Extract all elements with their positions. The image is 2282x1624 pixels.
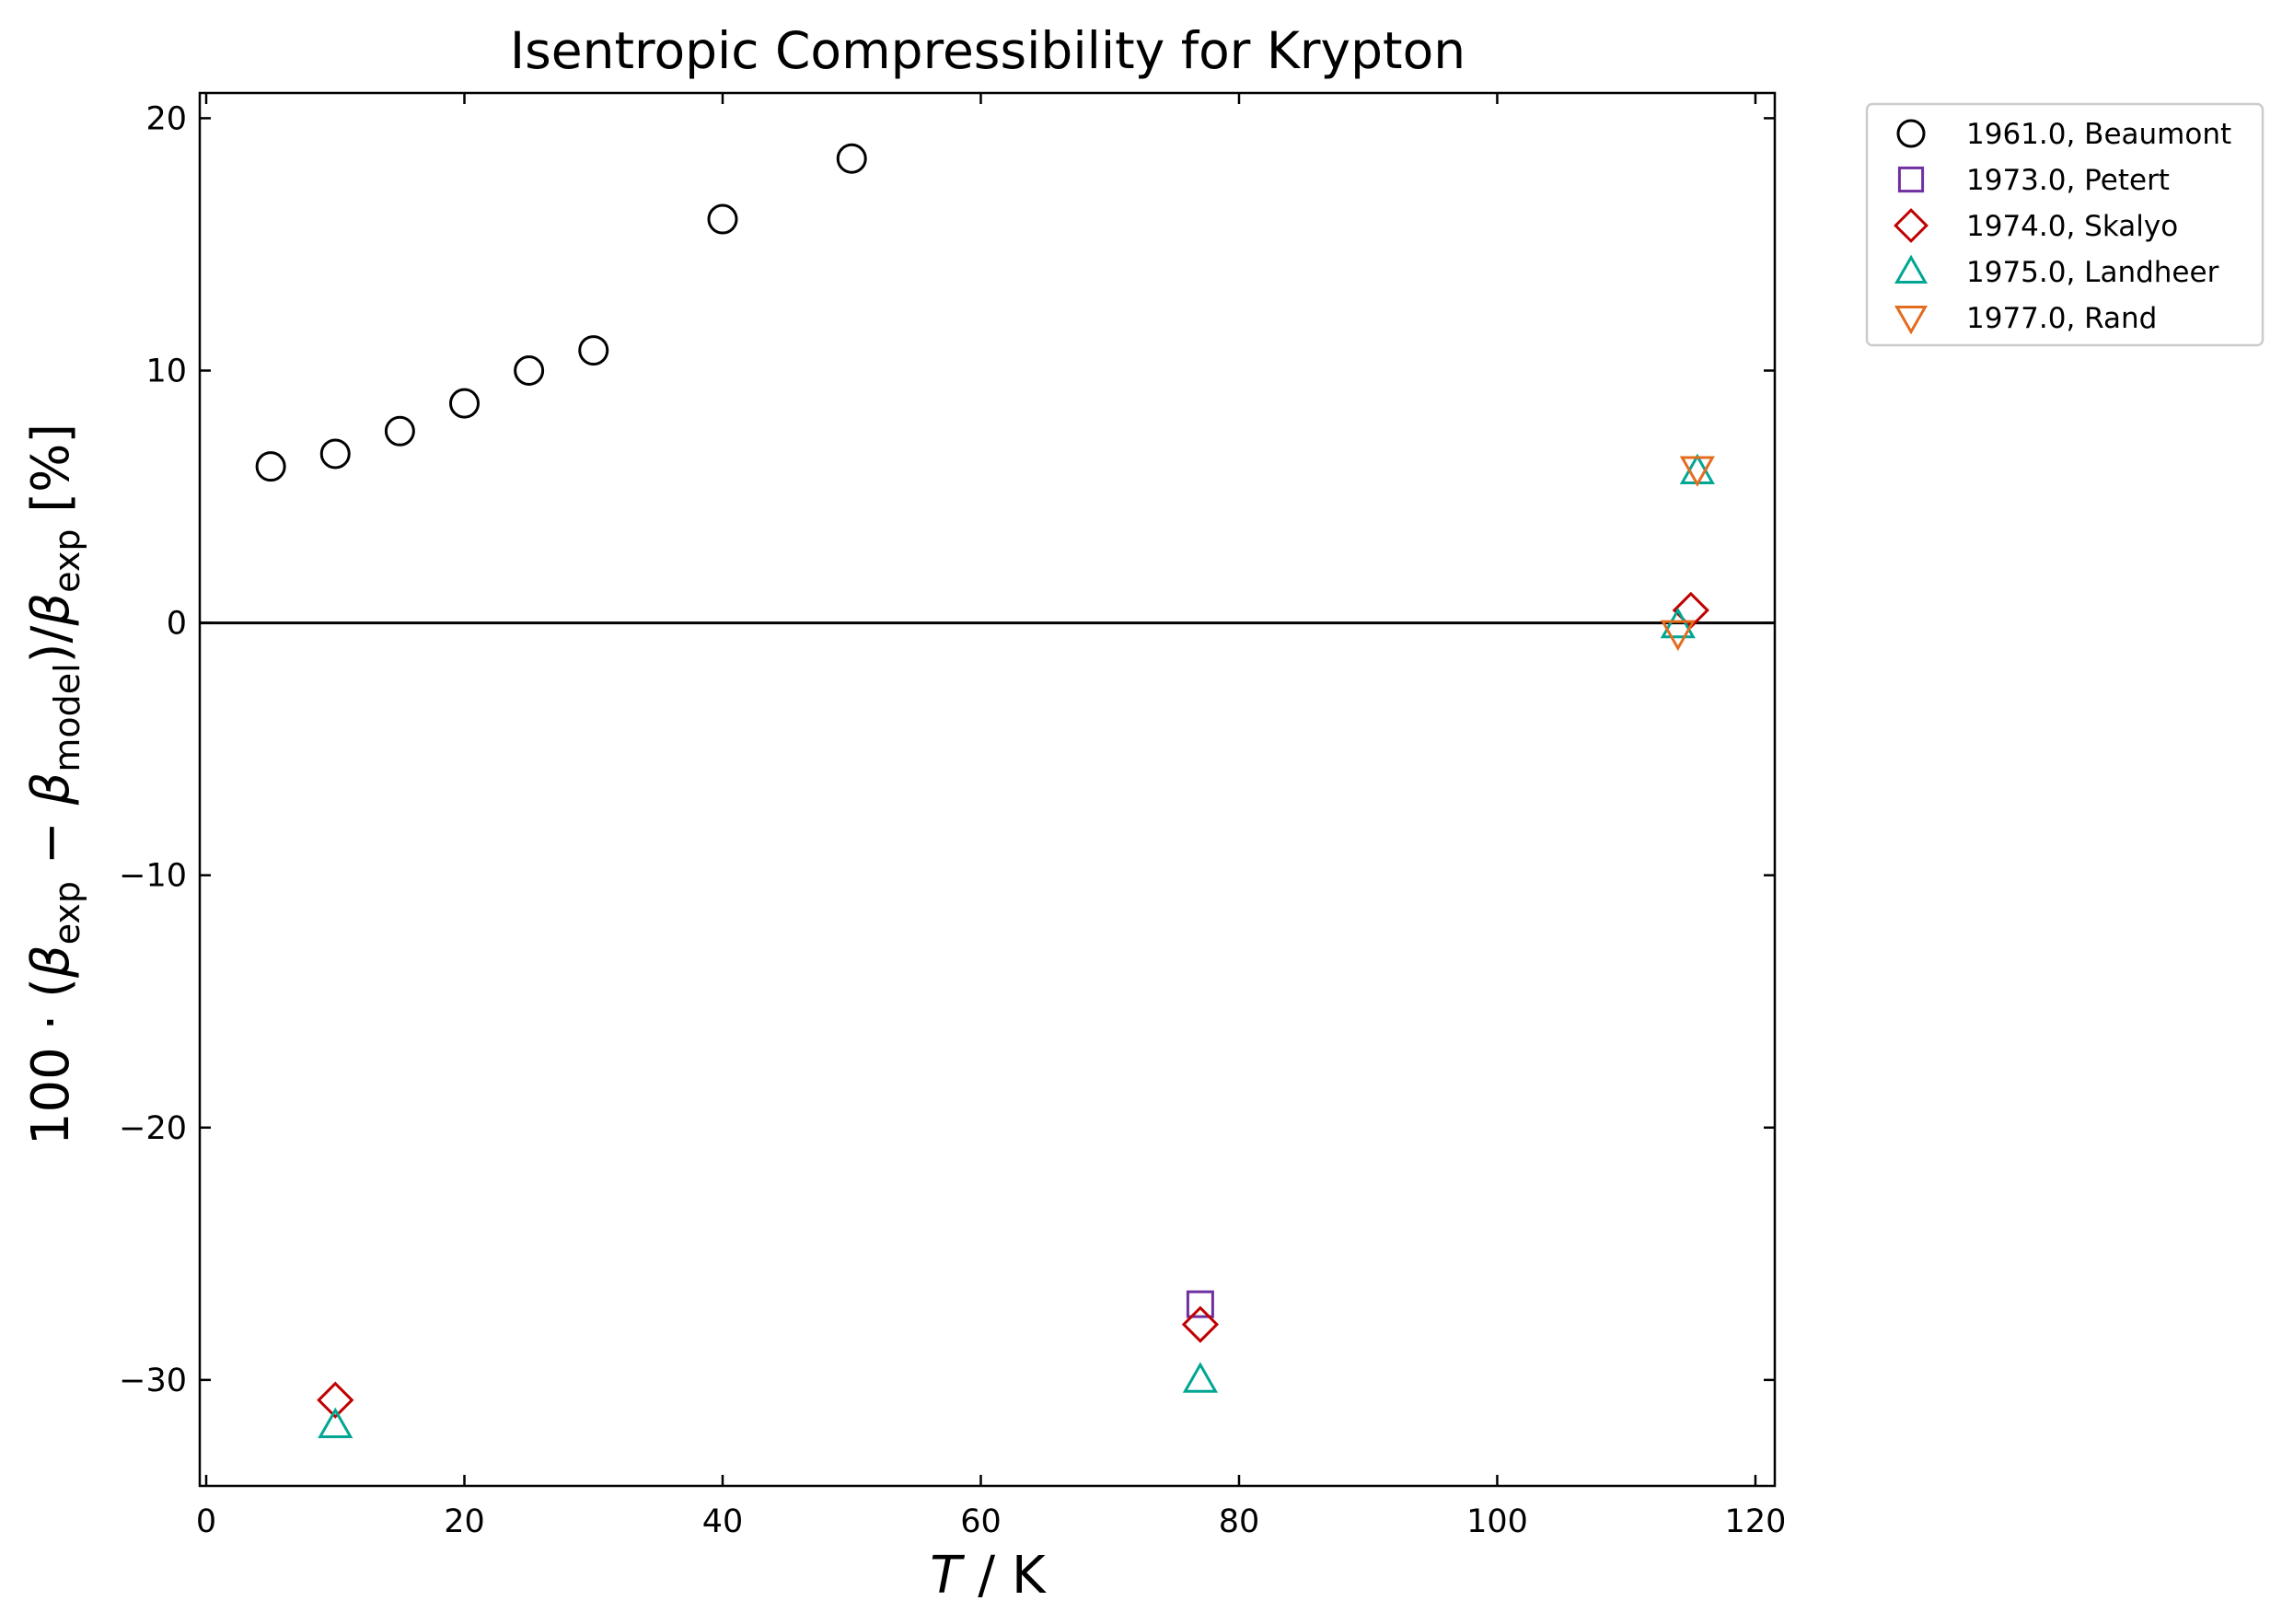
data-point bbox=[1181, 1305, 1220, 1343]
data-point bbox=[384, 415, 415, 447]
y-tick-label: 20 bbox=[145, 100, 187, 137]
data-point bbox=[317, 1381, 354, 1419]
series-0 bbox=[255, 143, 867, 482]
y-tick-label: −30 bbox=[119, 1363, 187, 1399]
x-tick-label: 80 bbox=[1219, 1503, 1260, 1540]
legend: 1961.0, Beaumont 1973.0, Petert 1974.0, Sk… bbox=[1865, 102, 2265, 347]
y-axis-label: 100 · (βexp − βmodel)/βexp [%] bbox=[21, 423, 87, 1145]
x-tick-label: 40 bbox=[702, 1503, 744, 1540]
legend-label: 1977.0, Rand bbox=[1966, 302, 2157, 335]
series-4 bbox=[1660, 456, 1715, 652]
data-point bbox=[1660, 620, 1696, 652]
plot-area: 0 20 40 60 80 100 120 −30 −20 −10 0 10 20 bbox=[119, 91, 1787, 1540]
x-tick-label: 20 bbox=[444, 1503, 485, 1540]
data-point bbox=[836, 143, 867, 174]
data-point bbox=[319, 438, 351, 470]
x-tick-label: 60 bbox=[960, 1503, 1002, 1540]
x-axis-label: T / K bbox=[930, 1546, 1047, 1606]
y-tick-label: 10 bbox=[145, 354, 187, 390]
data-point bbox=[514, 355, 545, 387]
legend-marker bbox=[1894, 305, 1928, 335]
legend-label: 1975.0, Landheer bbox=[1966, 256, 2219, 289]
y-tick-label: −10 bbox=[119, 858, 187, 895]
data-point bbox=[578, 335, 609, 366]
data-point bbox=[707, 203, 738, 235]
x-tick-label: 0 bbox=[196, 1503, 216, 1540]
plot-frame bbox=[198, 91, 1777, 1488]
data-point bbox=[1679, 453, 1715, 485]
y-tick-label: 0 bbox=[167, 606, 187, 643]
legend-label: 1974.0, Skalyo bbox=[1966, 210, 2178, 243]
series-1 bbox=[1186, 1290, 1214, 1318]
x-tick-label: 100 bbox=[1466, 1503, 1528, 1540]
legend-marker bbox=[1894, 254, 1928, 284]
data-point bbox=[255, 451, 286, 482]
legend-label: 1973.0, Petert bbox=[1966, 164, 2170, 197]
data-point bbox=[1186, 1290, 1214, 1318]
legend-label: 1961.0, Beaumont bbox=[1966, 118, 2231, 151]
data-point bbox=[318, 1407, 353, 1439]
legend-box bbox=[1865, 102, 2265, 347]
legend-marker bbox=[1896, 119, 1926, 148]
data-point bbox=[449, 388, 481, 419]
data-point bbox=[1182, 1362, 1218, 1393]
x-tick-label: 120 bbox=[1725, 1503, 1787, 1540]
series-2 bbox=[317, 591, 1709, 1419]
chart-title: Isentropic Compressibility for Krypton bbox=[510, 21, 1465, 80]
legend-marker bbox=[1894, 208, 1929, 243]
data-point bbox=[1660, 607, 1696, 639]
series-3 bbox=[318, 453, 1715, 1439]
legend-marker bbox=[1897, 166, 1925, 193]
y-tick-label: −20 bbox=[119, 1110, 187, 1147]
data-point bbox=[1679, 456, 1715, 487]
